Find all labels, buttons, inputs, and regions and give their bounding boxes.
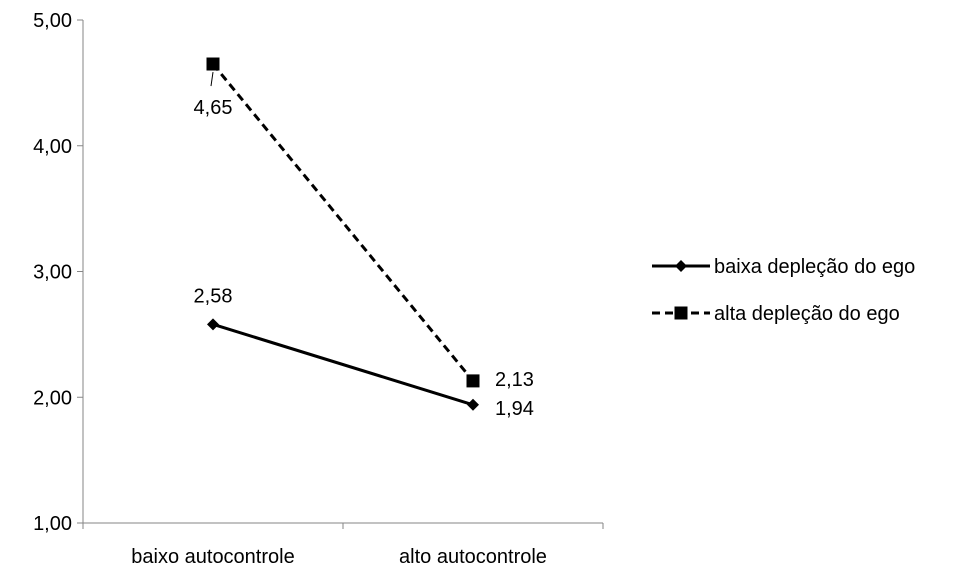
x-axis: baixo autocontrole alto autocontrole (82, 522, 604, 568)
legend-marker (674, 306, 688, 320)
legend-item: alta depleção do ego (652, 303, 900, 325)
x-tick-label: baixo autocontrole (131, 546, 294, 568)
data-label: 2,58 (194, 285, 233, 307)
data-labels: 2,58 1,94 4,65 2,13 (194, 71, 534, 420)
data-point (467, 398, 479, 411)
data-point (207, 318, 219, 331)
y-tick-label: 2,00 (33, 387, 72, 409)
y-axis: 1,00 2,00 3,00 4,00 5,00 (33, 10, 84, 535)
series-line (211, 63, 475, 382)
y-tick-label: 4,00 (33, 136, 72, 158)
data-label: 1,94 (495, 398, 534, 420)
legend-label: baixa depleção do ego (714, 256, 915, 278)
y-tick-label: 5,00 (33, 10, 72, 32)
y-tick-label: 1,00 (33, 513, 72, 535)
data-label-leader (210, 71, 214, 87)
series-line (212, 322, 474, 407)
data-label: 4,65 (194, 97, 233, 119)
data-label: 2,13 (495, 369, 534, 391)
x-tick-label: alto autocontrole (399, 546, 547, 568)
data-point (206, 57, 220, 71)
legend-label: alta depleção do ego (714, 303, 900, 325)
legend: baixa depleção do ego alta depleção do eg… (652, 256, 915, 325)
series-group (206, 57, 480, 411)
legend-marker (675, 260, 687, 272)
data-point (466, 374, 480, 388)
y-tick-label: 3,00 (33, 262, 72, 284)
legend-item: baixa depleção do ego (652, 256, 915, 278)
